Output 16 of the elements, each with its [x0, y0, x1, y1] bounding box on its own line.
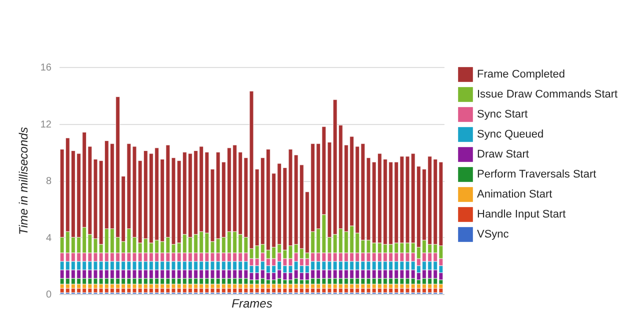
- legend-label: Sync Queued: [477, 128, 544, 140]
- legend-label: Issue Draw Commands Start: [477, 88, 618, 100]
- y-tick-label: 12: [40, 119, 52, 130]
- y-tick-label: 8: [46, 176, 52, 187]
- y-tick-label: 16: [40, 62, 52, 74]
- y-tick-label: 0: [46, 290, 52, 300]
- y-axis-title: Time in milliseconds: [16, 127, 30, 235]
- legend-label: Handle Input Start: [477, 208, 566, 220]
- legend-label: VSync: [477, 228, 510, 240]
- x-axis-title: Frames: [232, 296, 272, 310]
- y-tick-label: 4: [46, 232, 52, 244]
- legend-label: Perform Traversals Start: [477, 168, 596, 180]
- legend-label: Draw Start: [477, 148, 529, 160]
- legend-label: Sync Start: [477, 108, 528, 120]
- legend-label: Animation Start: [477, 188, 552, 200]
- legend-label: Frame Completed: [477, 68, 566, 80]
